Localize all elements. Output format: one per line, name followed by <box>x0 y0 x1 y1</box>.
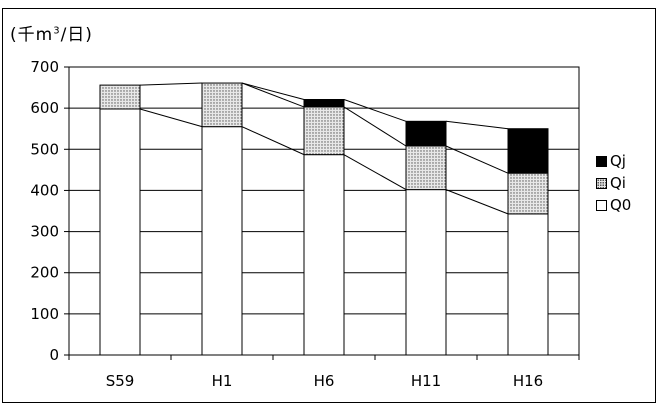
bar-qj-h11 <box>405 120 447 147</box>
legend-item-qi: Qi <box>596 172 631 194</box>
bar-qi-h6 <box>303 106 345 156</box>
connector-line <box>241 82 305 108</box>
connector-line <box>139 82 203 86</box>
tick-labels: 0 100 200 300 400 500 600 700 S59 H1 H6 H11 H16 <box>30 58 543 390</box>
y-tick-label: 400 <box>30 181 59 199</box>
connector-line <box>445 189 509 215</box>
bar-q0-h16 <box>507 213 549 356</box>
connector-line <box>343 154 407 191</box>
connector-line <box>445 120 509 130</box>
legend-item-q0: Q0 <box>596 194 631 216</box>
bar-qj-h6 <box>303 99 345 108</box>
y-unit-label: (千m3/日) <box>10 25 93 45</box>
connector-line <box>445 145 509 174</box>
legend-swatch-q0 <box>596 199 607 211</box>
bar-q0-s59 <box>99 108 141 356</box>
axes <box>64 66 580 360</box>
bar-qi-h1 <box>201 82 243 128</box>
legend-swatch-qj <box>596 155 607 167</box>
connector-line <box>241 82 305 100</box>
y-tick-label: 700 <box>30 58 59 76</box>
connector-line <box>139 108 203 128</box>
y-tick-label: 200 <box>30 264 59 282</box>
legend-swatch-qi <box>596 177 607 189</box>
connector-line <box>241 126 305 156</box>
bar-qi-s59 <box>99 84 141 110</box>
bar-q0-h11 <box>405 189 447 356</box>
x-tick-label: H16 <box>513 372 543 390</box>
y-tick-label: 600 <box>30 99 59 117</box>
bar-q0-h1 <box>201 126 243 356</box>
x-tick-label: H1 <box>212 372 233 390</box>
connector-line <box>343 99 407 122</box>
bar-qj-h16 <box>507 128 549 174</box>
bar-q0-h6 <box>303 154 345 356</box>
y-tick-label: 0 <box>49 346 59 364</box>
legend: Qj Qi Q0 <box>596 150 631 216</box>
connector-line <box>343 106 407 147</box>
legend-label-qi: Qi <box>610 174 626 192</box>
legend-label-q0: Q0 <box>610 196 632 214</box>
legend-item-qj: Qj <box>596 150 631 172</box>
x-tick-label: S59 <box>106 372 135 390</box>
y-tick-label: 100 <box>30 305 59 323</box>
y-tick-label: 300 <box>30 223 59 241</box>
legend-label-qj: Qj <box>610 152 626 170</box>
y-tick-label: 500 <box>30 140 59 158</box>
bar-qi-h11 <box>405 145 447 191</box>
x-tick-label: H11 <box>411 372 441 390</box>
connector-lines <box>139 82 509 215</box>
bar-qi-h16 <box>507 172 549 215</box>
x-tick-label: H6 <box>314 372 335 390</box>
